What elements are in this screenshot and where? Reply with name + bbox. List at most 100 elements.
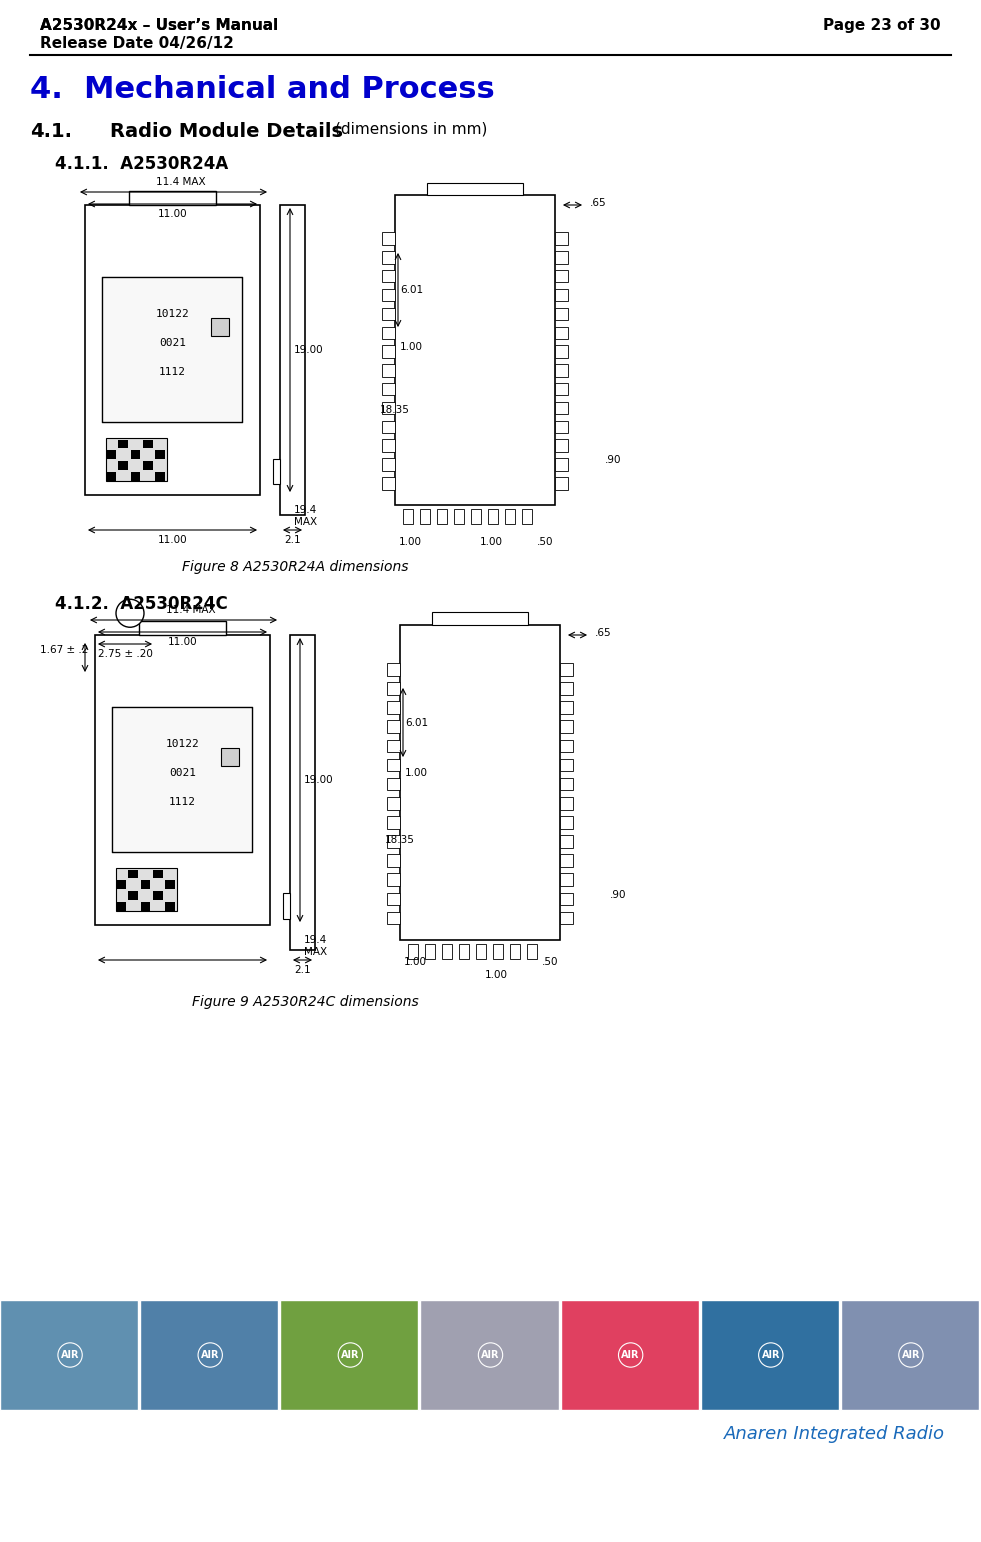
- Text: Page 23 of 30: Page 23 of 30: [823, 19, 941, 32]
- Text: 2.1: 2.1: [294, 965, 311, 975]
- Bar: [471, 509, 481, 524]
- Text: 1.00: 1.00: [485, 970, 507, 981]
- Bar: [153, 870, 163, 879]
- Bar: [138, 620, 227, 635]
- Bar: [165, 902, 175, 910]
- Bar: [140, 1300, 279, 1409]
- Bar: [387, 720, 400, 732]
- Bar: [560, 1300, 698, 1409]
- Bar: [383, 439, 395, 452]
- Text: 1.00: 1.00: [398, 537, 422, 547]
- Text: 4.1.: 4.1.: [30, 122, 72, 140]
- Text: AIR: AIR: [902, 1349, 920, 1360]
- Bar: [116, 902, 126, 910]
- Bar: [522, 509, 532, 524]
- Bar: [130, 472, 140, 481]
- Bar: [555, 233, 568, 245]
- Bar: [555, 308, 568, 321]
- FancyBboxPatch shape: [113, 708, 252, 853]
- Bar: [560, 702, 573, 714]
- Bar: [383, 233, 395, 245]
- Text: Radio Module Details: Radio Module Details: [110, 122, 343, 140]
- Bar: [283, 893, 290, 919]
- Text: 1.67 ± .2: 1.67 ± .2: [40, 645, 88, 655]
- Bar: [493, 944, 502, 959]
- Bar: [510, 944, 520, 959]
- Bar: [560, 836, 573, 848]
- Bar: [400, 625, 560, 941]
- Bar: [143, 439, 153, 449]
- Bar: [442, 944, 451, 959]
- Bar: [476, 944, 486, 959]
- Bar: [555, 458, 568, 470]
- Text: Figure 9 A2530R24C dimensions: Figure 9 A2530R24C dimensions: [191, 995, 418, 1008]
- Bar: [85, 205, 260, 495]
- Bar: [555, 327, 568, 339]
- Bar: [427, 182, 523, 194]
- Text: 11.4 MAX: 11.4 MAX: [156, 177, 205, 187]
- Bar: [560, 854, 573, 867]
- Bar: [387, 854, 400, 867]
- Bar: [555, 476, 568, 489]
- Bar: [841, 1300, 979, 1409]
- Bar: [560, 663, 573, 675]
- Bar: [387, 682, 400, 695]
- Bar: [387, 759, 400, 771]
- Text: AIR: AIR: [61, 1349, 79, 1360]
- Bar: [383, 421, 395, 433]
- Bar: [560, 873, 573, 887]
- Text: A2530R24x – User’s Manual: A2530R24x – User’s Manual: [40, 19, 279, 32]
- Bar: [140, 902, 150, 910]
- Bar: [130, 450, 140, 460]
- Bar: [116, 868, 178, 910]
- Text: 19.00: 19.00: [294, 345, 324, 355]
- Text: AIR: AIR: [482, 1349, 499, 1360]
- Bar: [383, 382, 395, 395]
- Bar: [560, 740, 573, 752]
- Bar: [383, 327, 395, 339]
- Bar: [387, 740, 400, 752]
- Bar: [106, 438, 167, 481]
- Text: Release Date 04/26/12: Release Date 04/26/12: [40, 35, 233, 51]
- Bar: [560, 720, 573, 732]
- Text: 11.4 MAX: 11.4 MAX: [166, 604, 215, 615]
- Bar: [555, 364, 568, 376]
- Bar: [387, 893, 400, 905]
- Text: (dimensions in mm): (dimensions in mm): [335, 122, 488, 137]
- Bar: [0, 1300, 138, 1409]
- Bar: [560, 682, 573, 695]
- Bar: [560, 759, 573, 771]
- Bar: [280, 205, 305, 515]
- Text: 19.00: 19.00: [304, 776, 334, 785]
- Bar: [383, 288, 395, 301]
- Bar: [555, 439, 568, 452]
- Bar: [211, 318, 229, 336]
- Bar: [221, 748, 238, 765]
- Bar: [106, 450, 116, 460]
- Bar: [505, 509, 515, 524]
- Bar: [560, 893, 573, 905]
- Text: .65: .65: [595, 628, 611, 638]
- Bar: [395, 194, 555, 504]
- Bar: [560, 911, 573, 924]
- Bar: [454, 509, 464, 524]
- Text: .90: .90: [610, 890, 627, 901]
- Bar: [459, 944, 469, 959]
- Text: 10122: 10122: [166, 739, 199, 749]
- Bar: [555, 382, 568, 395]
- Text: 4.1.2.  A2530R24C: 4.1.2. A2530R24C: [55, 595, 228, 614]
- Bar: [387, 663, 400, 675]
- Bar: [555, 270, 568, 282]
- Text: 19.4
MAX: 19.4 MAX: [304, 934, 328, 956]
- Bar: [387, 911, 400, 924]
- Bar: [383, 270, 395, 282]
- Text: 1.00: 1.00: [403, 958, 427, 967]
- Text: AIR: AIR: [201, 1349, 220, 1360]
- Bar: [437, 509, 446, 524]
- Bar: [383, 364, 395, 376]
- Bar: [387, 702, 400, 714]
- Bar: [383, 308, 395, 321]
- Bar: [387, 816, 400, 828]
- Bar: [383, 402, 395, 415]
- Text: 1.00: 1.00: [405, 768, 428, 777]
